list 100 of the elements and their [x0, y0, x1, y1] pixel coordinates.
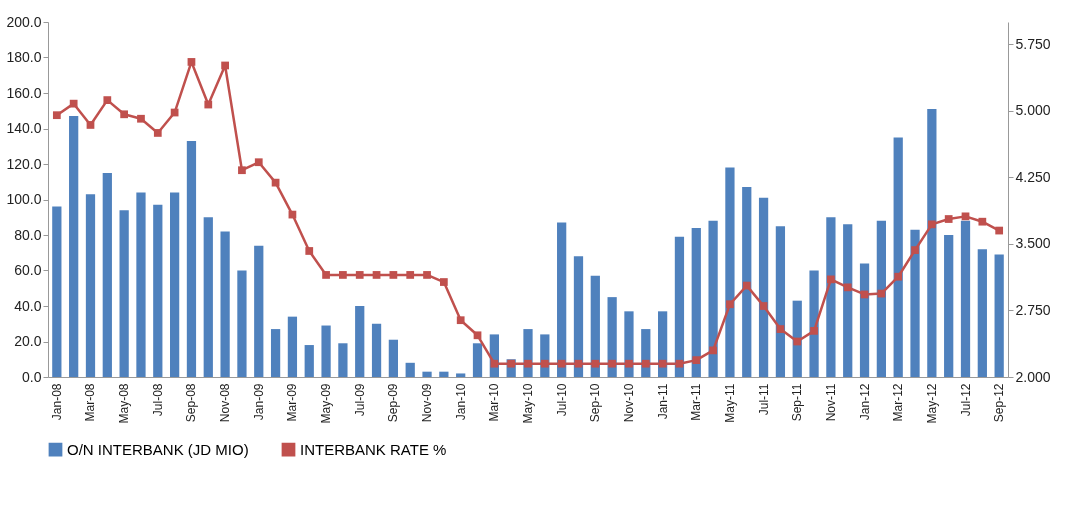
bar	[809, 270, 819, 377]
x-tick-label: Jul-09	[352, 383, 367, 417]
bar	[456, 373, 466, 377]
x-tick-label: May-10	[521, 383, 535, 424]
bar	[270, 329, 281, 377]
x-tick-label: Jul-12	[958, 383, 973, 417]
bar	[960, 220, 971, 377]
point	[271, 178, 280, 187]
bar	[287, 316, 298, 377]
x-tick-label: Nov-10	[621, 383, 636, 423]
x-tick-label: May-12	[924, 383, 939, 424]
y2-tick-label: 5.000	[1015, 102, 1051, 119]
bar	[557, 222, 567, 377]
point	[204, 100, 213, 109]
bar	[725, 167, 735, 377]
x-tick-label: Sep-09	[386, 383, 401, 423]
bar	[876, 220, 886, 377]
point	[742, 281, 751, 290]
x-tick-label: May-08	[117, 383, 132, 424]
x-tick-label: Nov-08	[218, 383, 233, 423]
point	[221, 61, 229, 70]
bar	[304, 345, 314, 377]
point	[540, 359, 549, 368]
bar	[607, 297, 617, 377]
bar	[388, 339, 399, 377]
x-tick-label: Jan-12	[857, 383, 872, 421]
bar	[792, 300, 802, 377]
point	[355, 271, 364, 279]
point	[961, 212, 970, 221]
bar	[708, 220, 718, 377]
x-tick-label: Mar-11	[689, 383, 704, 421]
bar	[472, 343, 483, 377]
point	[843, 283, 852, 292]
y2-tick-label: 2.000	[1015, 368, 1051, 385]
point	[911, 246, 919, 254]
point	[759, 302, 768, 310]
bar	[338, 343, 348, 377]
bar	[371, 323, 382, 377]
y-tick-label: 60.0	[14, 262, 42, 278]
point	[641, 359, 650, 368]
x-tick-label: Sep-11	[790, 383, 805, 422]
bar	[843, 224, 853, 377]
bar	[758, 197, 769, 377]
bar	[119, 210, 129, 377]
y-tick-label: 80.0	[14, 226, 42, 243]
y-tick-label: 160.0	[6, 84, 42, 101]
point	[793, 337, 802, 346]
x-tick-label: Mar-12	[891, 383, 906, 422]
bar	[910, 229, 920, 377]
point	[153, 129, 162, 137]
point	[238, 166, 246, 175]
y-tick-label: 0.0	[22, 368, 42, 385]
y2-tick-label: 2.750	[1015, 301, 1051, 318]
bar	[994, 254, 1004, 377]
point	[137, 114, 145, 123]
point	[827, 275, 835, 284]
x-tick-label: Jul-10	[554, 383, 569, 417]
x-tick-label: Jan-08	[49, 383, 64, 421]
legend-label: O/N INTERBANK (JD MIO)	[67, 440, 249, 458]
y-tick-label: 20.0	[14, 333, 42, 349]
point	[490, 359, 499, 368]
point	[776, 325, 785, 333]
point	[372, 271, 381, 279]
bar	[153, 204, 163, 377]
bar	[439, 371, 449, 377]
point	[944, 215, 953, 223]
bar	[203, 217, 213, 377]
bar	[859, 263, 870, 377]
point	[675, 359, 684, 368]
x-tick-label: Jan-10	[453, 383, 468, 421]
x-tick-label: Nov-11	[823, 383, 838, 422]
bar	[674, 236, 685, 377]
bar	[321, 325, 331, 377]
legend-label: INTERBANK RATE %	[300, 440, 447, 458]
y-tick-label: 200.0	[6, 13, 42, 30]
bar	[136, 192, 146, 377]
point	[456, 316, 465, 325]
bar	[775, 226, 786, 377]
bar	[220, 231, 230, 377]
point	[103, 96, 112, 104]
y2-tick-label: 5.750	[1015, 35, 1051, 52]
x-tick-label: Jan-11	[655, 383, 670, 420]
point	[305, 247, 314, 255]
point	[658, 359, 667, 368]
point	[574, 359, 583, 368]
x-tick-label: Mar-10	[487, 383, 502, 422]
point	[406, 271, 415, 279]
point	[339, 271, 347, 279]
y-tick-label: 40.0	[14, 297, 42, 314]
bar	[691, 227, 701, 377]
bar	[102, 172, 112, 377]
point	[608, 359, 617, 368]
bar	[405, 362, 415, 377]
point	[709, 346, 717, 355]
point	[322, 271, 330, 279]
bar	[590, 275, 600, 377]
bar	[186, 140, 197, 377]
bar	[69, 116, 79, 377]
bar	[237, 270, 247, 377]
point	[120, 110, 129, 119]
